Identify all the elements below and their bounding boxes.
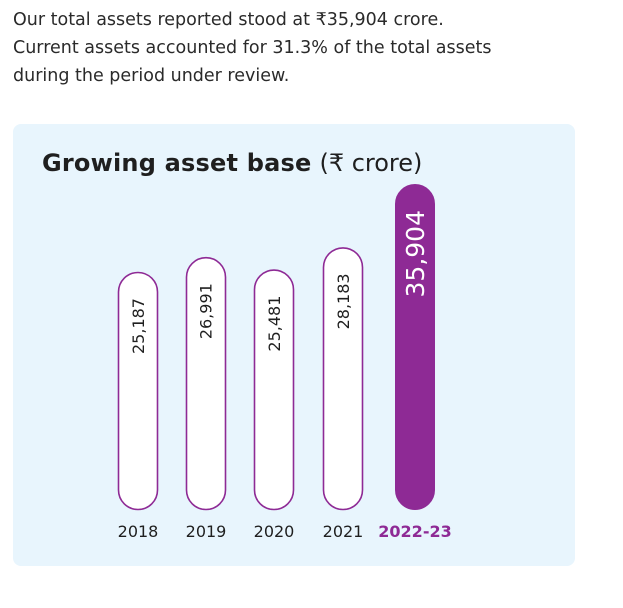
bar-2021 xyxy=(322,247,364,511)
category-label-2022-23: 2022-23 xyxy=(378,522,451,541)
value-label-2022-23: 35,904 xyxy=(401,210,430,297)
intro-line-2: Current assets accounted for 31.3% of th… xyxy=(13,38,492,58)
value-label-2020: 25,481 xyxy=(265,296,284,352)
chart-card: Growing asset base (₹ crore) 25,187 2018 26… xyxy=(13,124,575,566)
category-label-2019: 2019 xyxy=(186,522,227,541)
chart-title: Growing asset base (₹ crore) xyxy=(42,146,422,180)
bar-2018 xyxy=(117,271,159,511)
intro-line-3: during the period under review. xyxy=(13,66,290,86)
bar-2022-23 xyxy=(395,184,435,510)
bar-2019 xyxy=(185,256,227,511)
bar-2020 xyxy=(253,269,295,511)
chart-title-text: Growing asset base xyxy=(42,149,312,177)
category-label-2018: 2018 xyxy=(118,522,159,541)
value-label-2018: 25,187 xyxy=(129,298,148,354)
chart-unit: (₹ crore) xyxy=(319,149,423,177)
category-label-2020: 2020 xyxy=(254,522,295,541)
intro-text: Our total assets reported stood at ₹35,9… xyxy=(13,6,593,90)
intro-line-1: Our total assets reported stood at ₹35,9… xyxy=(13,10,444,30)
value-label-2019: 26,991 xyxy=(197,283,216,339)
value-label-2021: 28,183 xyxy=(334,273,353,329)
category-label-2021: 2021 xyxy=(323,522,364,541)
bar-chart: 25,187 2018 26,991 2019 25,481 2020 28,183 2021… xyxy=(117,184,452,541)
